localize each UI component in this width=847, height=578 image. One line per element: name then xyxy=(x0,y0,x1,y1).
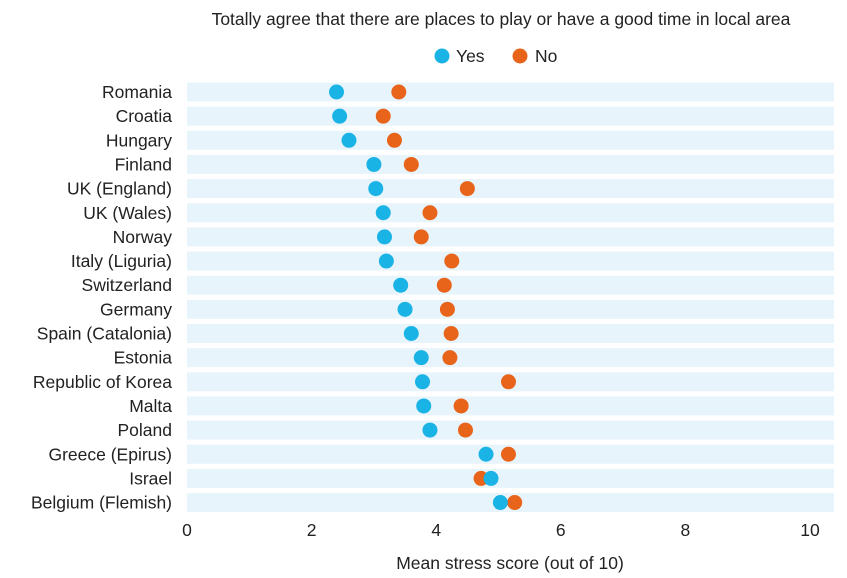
point-yes-greece-epirus xyxy=(478,446,494,462)
point-yes-uk-england xyxy=(368,181,384,197)
point-yes-italy-liguria xyxy=(378,253,394,269)
x-axis-label: Mean stress score (out of 10) xyxy=(396,553,624,573)
row-band xyxy=(187,106,834,126)
point-no-republic-of-korea xyxy=(500,374,516,390)
point-no-malta xyxy=(453,398,469,414)
point-yes-germany xyxy=(397,301,413,317)
row-band xyxy=(187,275,834,295)
point-yes-croatia xyxy=(332,108,348,124)
point-yes-finland xyxy=(366,156,382,172)
point-yes-spain-catalonia xyxy=(403,326,419,341)
category-label: Malta xyxy=(129,396,172,416)
category-label: Finland xyxy=(115,154,172,174)
category-label: Italy (Liguria) xyxy=(71,251,172,271)
point-no-estonia xyxy=(442,350,458,366)
point-no-poland xyxy=(457,422,473,438)
category-label: Estonia xyxy=(114,348,173,368)
point-yes-poland xyxy=(422,422,438,438)
point-no-uk-england xyxy=(459,181,475,197)
x-axis-ticks: 0 2 4 6 8 10 xyxy=(182,520,820,540)
category-label: Israel xyxy=(129,468,172,488)
category-label: UK (Wales) xyxy=(83,203,172,223)
point-no-switzerland xyxy=(436,277,452,293)
point-no-greece-epirus xyxy=(500,446,516,462)
point-yes-belgium-flemish xyxy=(492,495,508,511)
category-label: Spain (Catalonia) xyxy=(37,324,172,344)
point-no-norway xyxy=(413,229,429,245)
legend-label-no: No xyxy=(535,46,557,66)
row-band xyxy=(187,299,834,319)
category-label: Poland xyxy=(118,420,173,440)
row-band xyxy=(187,82,834,102)
category-label: UK (England) xyxy=(67,179,172,199)
category-label: Germany xyxy=(100,299,172,319)
legend-label-yes: Yes xyxy=(456,46,485,66)
point-yes-malta xyxy=(416,398,432,414)
point-yes-switzerland xyxy=(393,277,409,293)
row-band xyxy=(187,179,834,199)
x-tick-label: 2 xyxy=(307,520,317,540)
x-tick-label: 10 xyxy=(800,520,820,540)
legend-marker-no xyxy=(512,48,528,64)
x-tick-label: 8 xyxy=(681,520,691,540)
point-no-germany xyxy=(439,301,455,317)
category-label: Switzerland xyxy=(82,275,172,295)
category-label: Greece (Epirus) xyxy=(48,444,172,464)
point-yes-republic-of-korea xyxy=(414,374,430,390)
x-tick-label: 4 xyxy=(431,520,441,540)
row-bands xyxy=(187,82,834,513)
legend-marker-yes xyxy=(434,48,450,64)
point-yes-hungary xyxy=(341,132,357,148)
category-label: Hungary xyxy=(106,130,172,150)
point-no-uk-wales xyxy=(422,205,438,221)
row-band xyxy=(187,348,834,368)
row-band xyxy=(187,251,834,271)
category-label: Republic of Korea xyxy=(33,372,172,392)
point-yes-norway xyxy=(376,229,392,245)
point-no-finland xyxy=(403,156,419,172)
row-band xyxy=(187,420,834,440)
point-no-italy-liguria xyxy=(444,253,460,269)
category-label: Norway xyxy=(113,227,173,247)
x-tick-label: 6 xyxy=(556,520,566,540)
point-no-hungary xyxy=(386,132,402,148)
point-yes-uk-wales xyxy=(375,205,391,221)
row-band xyxy=(187,468,834,488)
point-yes-romania xyxy=(329,84,345,100)
row-band xyxy=(187,396,834,416)
x-tick-label: 0 xyxy=(182,520,192,540)
legend: Yes No xyxy=(434,46,557,66)
point-no-romania xyxy=(391,84,407,100)
point-yes-israel xyxy=(483,470,499,486)
data-points xyxy=(329,84,523,511)
row-band xyxy=(187,227,834,247)
row-band xyxy=(187,203,834,223)
point-yes-estonia xyxy=(413,350,429,366)
category-labels: Romania Croatia Hungary Finland UK (England)… xyxy=(31,82,172,513)
row-band xyxy=(187,154,834,174)
row-band xyxy=(187,324,834,343)
point-no-croatia xyxy=(375,108,391,124)
point-no-spain-catalonia xyxy=(443,326,459,341)
chart-title: Totally agree that there are places to p… xyxy=(212,9,791,29)
point-no-belgium-flemish xyxy=(507,495,523,511)
category-label: Romania xyxy=(102,82,172,102)
category-label: Croatia xyxy=(116,106,173,126)
row-band xyxy=(187,130,834,150)
category-label: Belgium (Flemish) xyxy=(31,493,172,513)
